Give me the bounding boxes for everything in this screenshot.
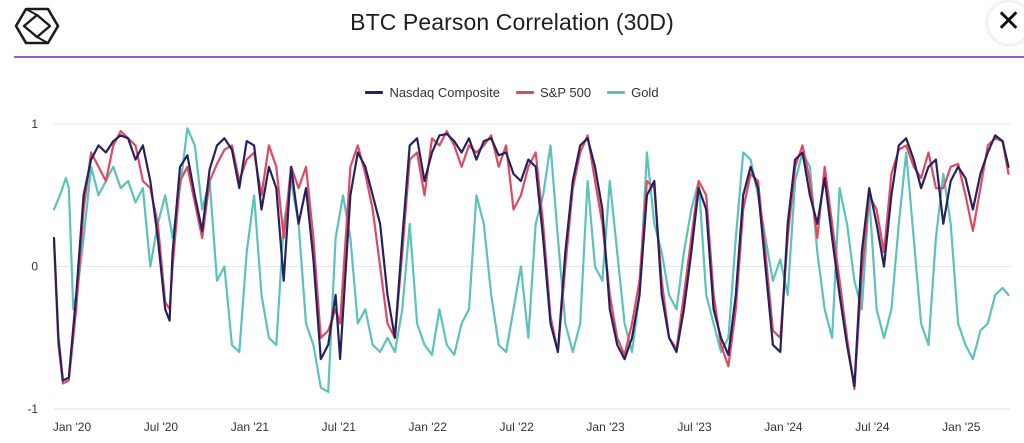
legend-swatch-nasdaq (365, 91, 384, 94)
legend-item-sp500[interactable]: S&P 500 (516, 85, 591, 100)
close-button[interactable]: ✕ (988, 2, 1024, 44)
x-tick-label: Jul '22 (499, 420, 534, 434)
y-tick-label: -1 (27, 402, 38, 416)
logo-icon (14, 7, 60, 45)
y-tick-label: 0 (31, 260, 38, 274)
x-tick-label: Jul '24 (855, 420, 890, 434)
legend-swatch-gold (607, 91, 626, 94)
legend-label-gold: Gold (631, 85, 659, 100)
legend-item-nasdaq[interactable]: Nasdaq Composite (365, 85, 500, 100)
x-tick-label: Jul '20 (144, 420, 179, 434)
x-tick-label: Jan '25 (942, 420, 981, 434)
legend: Nasdaq Composite S&P 500 Gold (0, 85, 1024, 100)
chart-title: BTC Pearson Correlation (30D) (350, 9, 674, 35)
x-tick-label: Jan '23 (586, 420, 625, 434)
x-tick-label: Jan '20 (53, 420, 92, 434)
x-tick-label: Jan '24 (764, 420, 803, 434)
x-tick-label: Jul '23 (677, 420, 712, 434)
x-tick-label: Jan '21 (231, 420, 270, 434)
legend-label-sp500: S&P 500 (540, 85, 592, 100)
header-divider (14, 56, 1024, 58)
y-tick-label: 1 (31, 117, 38, 131)
legend-label-nasdaq: Nasdaq Composite (389, 85, 500, 100)
series-line-gold (52, 127, 1010, 393)
legend-item-gold[interactable]: Gold (607, 85, 659, 100)
x-tick-label: Jul '21 (322, 420, 357, 434)
legend-swatch-sp500 (516, 91, 534, 94)
x-tick-label: Jan '22 (409, 420, 448, 434)
series-line-nasdaq-composite (52, 132, 1010, 388)
